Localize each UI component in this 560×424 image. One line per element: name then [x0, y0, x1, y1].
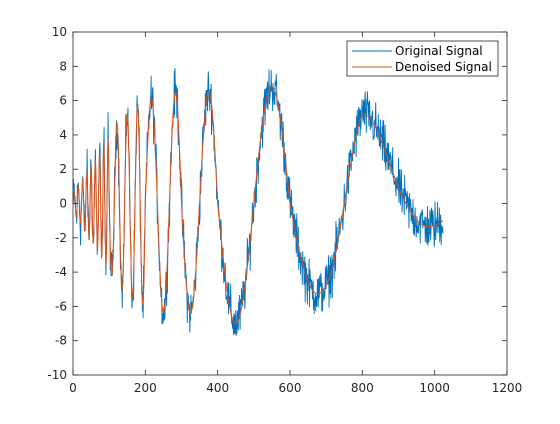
- y-tick-label: -10: [47, 368, 67, 382]
- legend-label-original: Original Signal: [395, 44, 483, 58]
- y-tick-label: 8: [59, 59, 67, 73]
- series-layer: [72, 68, 444, 336]
- y-tick-label: -2: [55, 231, 67, 245]
- x-tick-label: 200: [134, 381, 157, 395]
- y-tick-label: 2: [59, 162, 67, 176]
- x-tick-label: 400: [206, 381, 229, 395]
- y-tick-label: -4: [55, 265, 67, 279]
- x-tick-label: 1200: [492, 381, 523, 395]
- y-tick-label: 0: [59, 197, 67, 211]
- x-tick-label: 600: [279, 381, 302, 395]
- y-tick-label: 4: [59, 128, 67, 142]
- legend-label-denoised: Denoised Signal: [395, 60, 492, 74]
- legend-box: [346, 40, 499, 77]
- x-tick-label: 800: [351, 381, 374, 395]
- y-tick-label: 6: [59, 94, 67, 108]
- y-tick-label: -6: [55, 299, 67, 313]
- x-tick-label: 0: [69, 381, 77, 395]
- axes-layer: 0 200 400 600 800 1000 1200 -10 -8 -6 -4 -2 0 2 4 6 8 10: [47, 25, 522, 395]
- y-tick-label: 10: [52, 25, 67, 39]
- legend: Original Signal Denoised Signal: [346, 40, 499, 77]
- series-line-denoised-signal: [72, 86, 444, 324]
- x-tick-label: 1000: [419, 381, 450, 395]
- y-tick-label: -8: [55, 334, 67, 348]
